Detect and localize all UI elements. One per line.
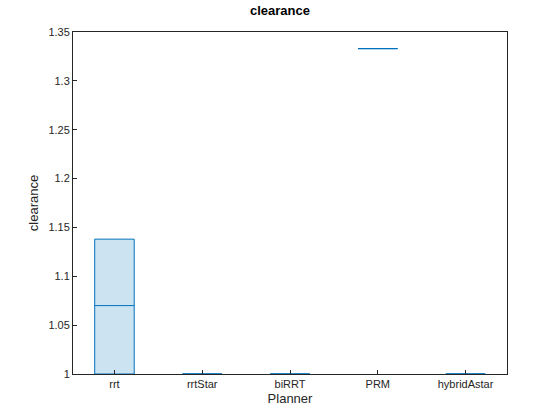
svg-text:1.15: 1.15	[48, 221, 69, 233]
svg-text:1: 1	[64, 368, 70, 380]
svg-text:clearance: clearance	[250, 3, 310, 18]
svg-text:rrt: rrt	[109, 378, 119, 390]
svg-text:1.05: 1.05	[48, 319, 69, 331]
svg-text:clearance: clearance	[26, 175, 41, 231]
svg-text:1.25: 1.25	[48, 124, 69, 136]
svg-text:Planner: Planner	[268, 391, 313, 406]
svg-text:1.35: 1.35	[48, 26, 69, 38]
svg-text:PRM: PRM	[366, 378, 390, 390]
svg-text:rrtStar: rrtStar	[187, 378, 218, 390]
svg-text:1.1: 1.1	[55, 270, 70, 282]
svg-text:hybridAstar: hybridAstar	[438, 378, 494, 390]
svg-text:biRRT: biRRT	[275, 378, 306, 390]
svg-text:1.2: 1.2	[55, 172, 70, 184]
svg-text:1.3: 1.3	[55, 75, 70, 87]
